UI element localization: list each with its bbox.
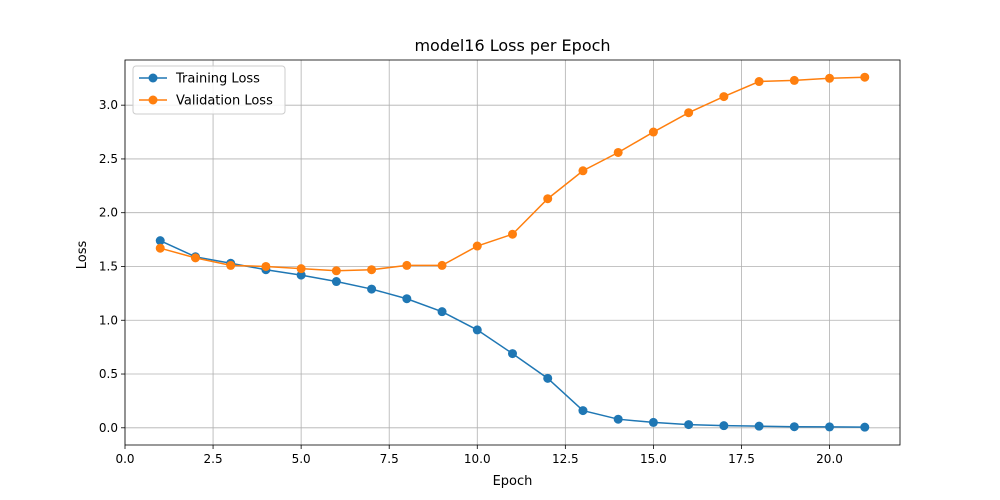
data-point	[155, 236, 165, 246]
legend-entry: Training Loss	[139, 72, 260, 87]
data-point	[155, 243, 165, 253]
data-point	[648, 127, 658, 137]
x-tick-label: 0.0	[115, 452, 134, 466]
y-tick-label: 0.5	[99, 367, 118, 381]
data-point	[472, 325, 482, 335]
data-point	[613, 147, 623, 157]
x-tick-label: 15.0	[640, 452, 667, 466]
legend-label: Validation Loss	[176, 94, 273, 109]
data-point	[367, 265, 377, 275]
data-point	[437, 307, 447, 317]
x-axis-label: Epoch	[493, 474, 533, 489]
data-point	[719, 421, 729, 431]
legend-swatch-marker	[148, 73, 158, 83]
data-point	[296, 264, 306, 274]
data-point	[684, 108, 694, 118]
legend-entry: Validation Loss	[139, 94, 273, 109]
y-tick-label: 3.0	[99, 98, 118, 112]
data-point	[789, 422, 799, 432]
legend-frame	[132, 65, 286, 115]
data-point	[508, 349, 517, 359]
y-tick-label: 2.0	[99, 206, 118, 220]
data-point	[613, 414, 623, 424]
data-point	[860, 422, 870, 432]
data-point	[543, 194, 553, 204]
chart-title: model16 Loss per Epoch	[414, 36, 610, 55]
series-layer	[155, 72, 870, 432]
data-point	[825, 422, 835, 432]
data-point	[190, 253, 200, 263]
data-point	[261, 261, 271, 271]
data-point	[543, 373, 553, 383]
y-tick-label: 2.5	[99, 152, 118, 166]
series-1	[155, 72, 870, 276]
x-tick-label: 20.0	[816, 452, 843, 466]
x-tick-label: 12.5	[552, 452, 579, 466]
y-axis-label: Loss	[75, 241, 90, 270]
y-tick-label: 0.0	[99, 421, 118, 435]
data-point	[508, 229, 517, 239]
axes	[124, 59, 901, 446]
x-tick-label: 2.5	[204, 452, 223, 466]
legend-label: Training Loss	[175, 72, 260, 87]
data-point	[331, 266, 341, 276]
y-tick-label: 1.0	[99, 313, 118, 327]
data-point	[402, 294, 412, 304]
x-tick-label: 7.5	[380, 452, 399, 466]
data-point	[331, 277, 341, 287]
data-point	[860, 72, 870, 82]
x-tick-label: 5.0	[292, 452, 311, 466]
data-point	[648, 417, 658, 427]
data-point	[684, 420, 694, 430]
data-point	[789, 75, 799, 85]
data-point	[578, 406, 588, 416]
x-tick-label: 10.0	[464, 452, 491, 466]
x-tick-label: 17.5	[728, 452, 755, 466]
data-point	[472, 241, 482, 251]
legend: Training Loss Validation Loss	[132, 65, 286, 115]
data-point	[719, 92, 729, 102]
data-point	[367, 284, 377, 294]
data-point	[825, 73, 835, 83]
data-point	[754, 421, 764, 431]
data-point	[402, 260, 412, 270]
plot-frame	[124, 59, 901, 446]
data-point	[437, 260, 447, 270]
data-point	[226, 260, 236, 270]
data-point	[754, 77, 764, 87]
data-point	[296, 270, 306, 280]
y-axis-ticks: 0.0 0.5 1.0 1.5 2.0 2.5 3.0	[99, 98, 125, 435]
x-axis-ticks: 0.0 2.5 5.0 7.5 10.0 12.5 15.0 17.5 20.0	[115, 445, 843, 466]
y-tick-label: 1.5	[99, 259, 118, 273]
legend-swatch-marker	[148, 95, 158, 105]
grid-lines	[124, 60, 900, 445]
data-point	[578, 166, 588, 176]
